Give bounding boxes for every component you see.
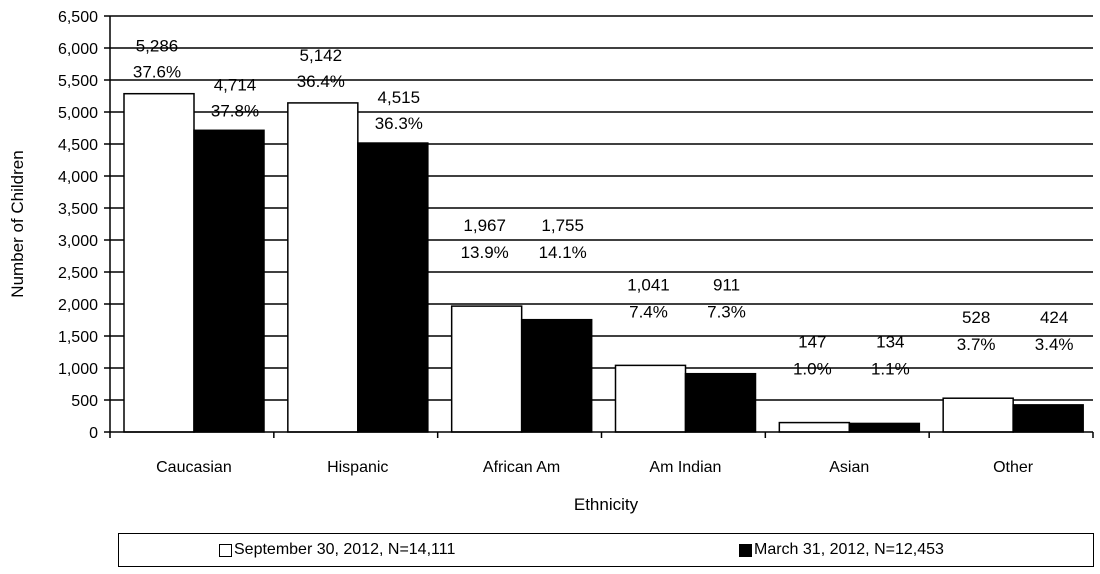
value-label: 1,755 (541, 216, 584, 235)
bar (357, 142, 429, 433)
value-label: 4,714 (214, 75, 257, 94)
y-tick-label: 4,500 (58, 137, 98, 154)
y-tick-label: 6,500 (58, 9, 98, 26)
y-tick-label: 5,500 (58, 73, 98, 90)
percent-label: 1.0% (793, 360, 832, 379)
percent-label: 7.4% (629, 302, 668, 321)
percent-label: 13.9% (461, 243, 509, 262)
bar (450, 305, 523, 433)
value-label: 147 (798, 333, 826, 352)
gridlines (110, 15, 1093, 401)
percent-label: 14.1% (539, 243, 587, 262)
y-tick-label: 1,000 (58, 361, 98, 378)
y-tick-label: 0 (89, 425, 98, 442)
bars (123, 92, 1084, 433)
bar-chart: 0 500 1,000 1,500 2,000 2,500 3,000 3,500 4,000 4… (8, 9, 1094, 514)
x-tick-labels: Caucasian Hispanic African Am Am Indian Asia… (156, 459, 1034, 476)
x-axis-title: Ethnicity (574, 495, 639, 514)
y-tick-label: 500 (71, 393, 98, 410)
bar (1012, 404, 1084, 433)
legend-item-march: March 31, 2012, N=12,453 (739, 541, 944, 559)
y-tick-label: 2,500 (58, 265, 98, 282)
value-label: 528 (962, 308, 990, 327)
value-label: 134 (876, 333, 904, 352)
percent-label: 7.3% (707, 302, 746, 321)
y-tick-labels: 0 500 1,000 1,500 2,000 2,500 3,000 3,500 4,000 4… (58, 9, 98, 442)
y-tick-label: 3,000 (58, 233, 98, 250)
bar (123, 92, 195, 433)
x-tick-label: Other (993, 459, 1034, 476)
value-label: 911 (713, 275, 740, 294)
y-tick-label: 1,500 (58, 329, 98, 346)
percent-label: 1.1% (871, 360, 910, 379)
legend-swatch-black (739, 543, 752, 557)
x-tick-label: Asian (829, 459, 869, 476)
y-axis-title: Number of Children (8, 150, 27, 297)
percent-label: 37.8% (211, 101, 259, 120)
x-tick-label: Hispanic (327, 459, 388, 476)
legend-label: March 31, 2012, N=12,453 (754, 541, 944, 558)
legend: September 30, 2012, N=14,111 March 31, 2… (118, 533, 1094, 567)
legend-label: September 30, 2012, N=14,111 (234, 541, 456, 558)
bar (848, 422, 921, 433)
value-label: 424 (1040, 308, 1068, 327)
y-tick-label: 2,000 (58, 297, 98, 314)
y-tick-label: 6,000 (58, 41, 98, 58)
value-label: 1,041 (627, 275, 670, 294)
bar (614, 364, 687, 433)
bar (942, 397, 1014, 433)
value-label: 5,286 (136, 37, 179, 56)
value-label: 4,515 (378, 88, 421, 107)
x-tick-label: Caucasian (156, 459, 232, 476)
bar (778, 421, 851, 433)
value-label: 5,142 (300, 46, 343, 65)
bar (684, 372, 757, 433)
percent-label: 3.7% (957, 335, 996, 354)
bar (520, 318, 593, 433)
legend-item-september: September 30, 2012, N=14,111 (219, 541, 455, 559)
percent-label: 37.6% (133, 63, 181, 82)
y-tick-label: 3,500 (58, 201, 98, 218)
value-label: 1,967 (463, 216, 506, 235)
bar (193, 129, 265, 433)
y-tick-label: 4,000 (58, 169, 98, 186)
x-tick-label: African Am (483, 459, 560, 476)
legend-swatch-white (219, 543, 232, 557)
axes (104, 15, 1094, 438)
y-tick-label: 5,000 (58, 105, 98, 122)
percent-label: 3.4% (1035, 335, 1074, 354)
percent-label: 36.4% (297, 72, 345, 91)
data-labels: 5,286 37.6% 4,714 37.8% 5,142 36.4% 4,515 36.3%… (133, 37, 1074, 379)
percent-label: 36.3% (375, 114, 423, 133)
bar (287, 102, 359, 433)
x-tick-label: Am Indian (649, 459, 721, 476)
